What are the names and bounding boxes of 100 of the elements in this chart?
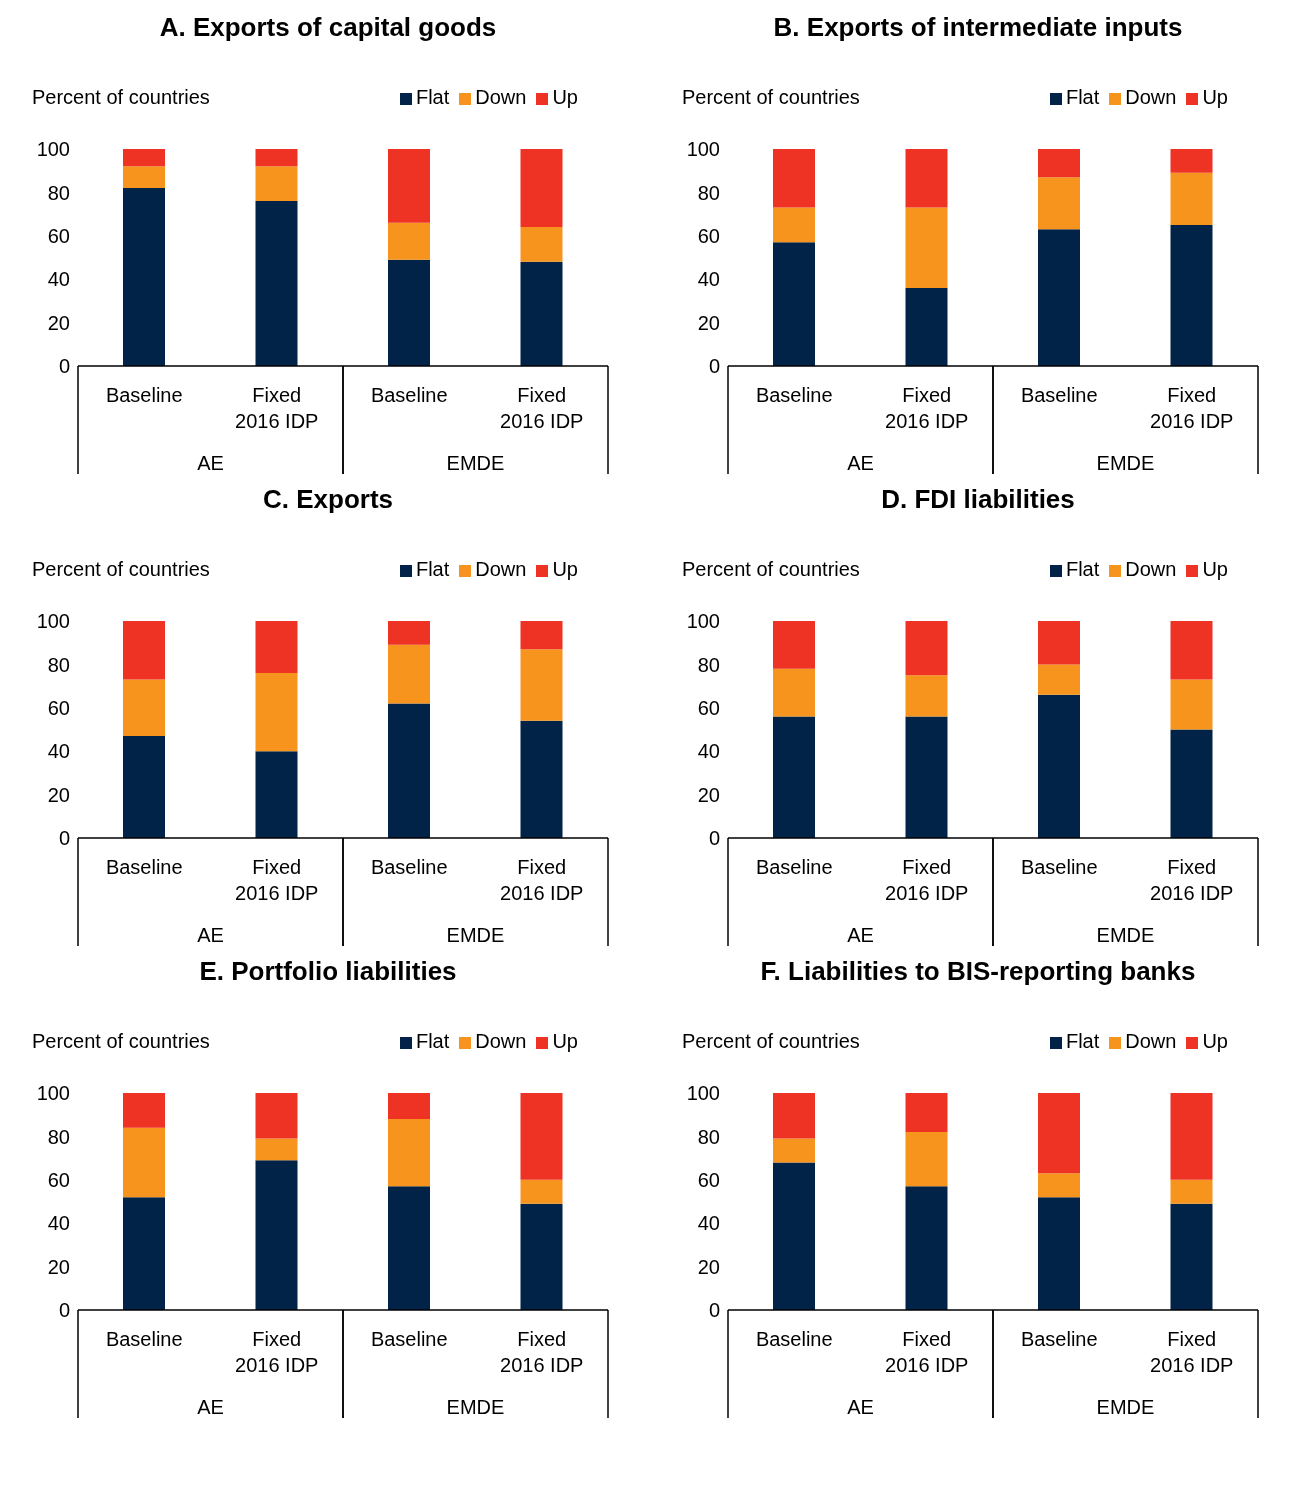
y-tick-label: 80 xyxy=(47,1125,70,1148)
y-tick-label: 60 xyxy=(47,224,70,247)
chart-title: F. Liabilities to BIS-reporting banks xyxy=(759,955,1197,988)
x-tick-label: Fixed 2016 IDP xyxy=(500,856,584,904)
y-tick-label: 40 xyxy=(47,268,70,291)
legend-label: Down xyxy=(475,558,527,580)
bar xyxy=(773,621,815,669)
y-tick-label: 100 xyxy=(686,610,720,633)
y-axis-title: Percent of countries xyxy=(32,558,210,581)
bar xyxy=(520,720,563,838)
x-tick-label: Fixed 2016 IDP xyxy=(500,1328,584,1376)
bar xyxy=(520,1203,563,1310)
y-axis-title: Percent of countries xyxy=(32,1030,210,1053)
bar xyxy=(388,644,430,704)
x-tick-label: Baseline xyxy=(1020,856,1098,878)
legend-label: Up xyxy=(1202,558,1228,580)
x-tick-label: Baseline xyxy=(105,856,183,878)
bar xyxy=(255,166,298,202)
x-tick-label: Fixed 2016 IDP xyxy=(885,384,969,432)
bar xyxy=(1038,149,1080,178)
bar xyxy=(1170,1179,1213,1204)
legend-label: Down xyxy=(1125,86,1177,108)
legend-label: Flat xyxy=(415,86,450,108)
bar xyxy=(1170,224,1213,366)
text: EMDE xyxy=(446,924,505,946)
bar xyxy=(123,188,165,366)
y-tick-label: 20 xyxy=(47,311,70,334)
y-tick-label: 20 xyxy=(697,783,720,806)
y-tick-label: 0 xyxy=(58,1299,70,1322)
legend-label: Up xyxy=(552,1030,578,1052)
bar xyxy=(123,679,165,737)
legend-label: Flat xyxy=(1065,86,1100,108)
bar xyxy=(255,621,298,674)
x-tick-label: Fixed 2016 IDP xyxy=(235,856,319,904)
legend-label: Flat xyxy=(415,558,450,580)
bar xyxy=(905,149,948,208)
y-tick-label: 0 xyxy=(708,355,720,378)
x-tick-label: Baseline xyxy=(370,856,448,878)
legend-label: Down xyxy=(475,1030,527,1052)
y-tick-label: 20 xyxy=(697,311,720,334)
legend-label: Flat xyxy=(1065,558,1100,580)
text: AE xyxy=(197,924,224,946)
x-tick-label: Baseline xyxy=(755,384,833,406)
x-tick-label: Fixed 2016 IDP xyxy=(235,1328,319,1376)
bar xyxy=(773,716,815,838)
chart-title: E. Portfolio liabilities xyxy=(198,955,458,988)
bar xyxy=(388,703,430,838)
bar xyxy=(255,751,298,838)
y-tick-label: 60 xyxy=(47,1168,70,1191)
bar xyxy=(123,166,165,189)
legend-label: Up xyxy=(1202,1030,1228,1052)
bar xyxy=(123,1093,165,1128)
chart-title: A. Exports of capital goods xyxy=(158,11,498,44)
bar xyxy=(255,149,298,167)
bar xyxy=(520,1179,563,1204)
y-tick-label: 60 xyxy=(697,224,720,247)
legend-label: Down xyxy=(475,86,527,108)
y-tick-label: 0 xyxy=(58,355,70,378)
y-axis-title: Percent of countries xyxy=(682,86,860,109)
bar xyxy=(1170,621,1213,680)
text: AE xyxy=(197,1396,224,1418)
x-tick-label: Fixed 2016 IDP xyxy=(885,856,969,904)
bar xyxy=(905,1132,948,1187)
y-tick-label: 40 xyxy=(697,268,720,291)
bar xyxy=(1170,172,1213,225)
bar xyxy=(123,621,165,680)
x-tick-label: Baseline xyxy=(105,384,183,406)
x-tick-label: Baseline xyxy=(1020,1328,1098,1350)
x-tick-label: Fixed 2016 IDP xyxy=(235,384,319,432)
bar xyxy=(388,222,430,260)
bar xyxy=(255,673,298,752)
bar xyxy=(1170,1203,1213,1310)
bar xyxy=(1038,229,1080,366)
bar xyxy=(1038,177,1080,230)
bar xyxy=(123,1127,165,1198)
x-tick-label: Fixed 2016 IDP xyxy=(500,384,584,432)
y-tick-label: 80 xyxy=(47,653,70,676)
bar xyxy=(388,149,430,223)
text: AE xyxy=(197,452,224,474)
y-tick-label: 60 xyxy=(697,696,720,719)
x-tick-label: Baseline xyxy=(370,1328,448,1350)
bar xyxy=(1038,621,1080,665)
x-tick-label: Fixed 2016 IDP xyxy=(1150,1328,1234,1376)
chart-title: B. Exports of intermediate inputs xyxy=(772,11,1184,44)
legend-label: Down xyxy=(1125,558,1177,580)
x-tick-label: Baseline xyxy=(105,1328,183,1350)
chart-title: C. Exports xyxy=(262,483,394,516)
bar xyxy=(773,242,815,366)
bar xyxy=(520,621,563,650)
y-tick-label: 20 xyxy=(47,783,70,806)
bar xyxy=(773,149,815,208)
y-tick-label: 60 xyxy=(47,696,70,719)
bar xyxy=(905,1186,948,1310)
bar xyxy=(905,1093,948,1133)
y-tick-label: 100 xyxy=(686,1082,720,1105)
bar xyxy=(1170,729,1213,838)
y-tick-label: 100 xyxy=(686,138,720,161)
legend-label: Up xyxy=(1202,86,1228,108)
bar xyxy=(1170,1093,1213,1180)
bar xyxy=(255,1138,298,1161)
